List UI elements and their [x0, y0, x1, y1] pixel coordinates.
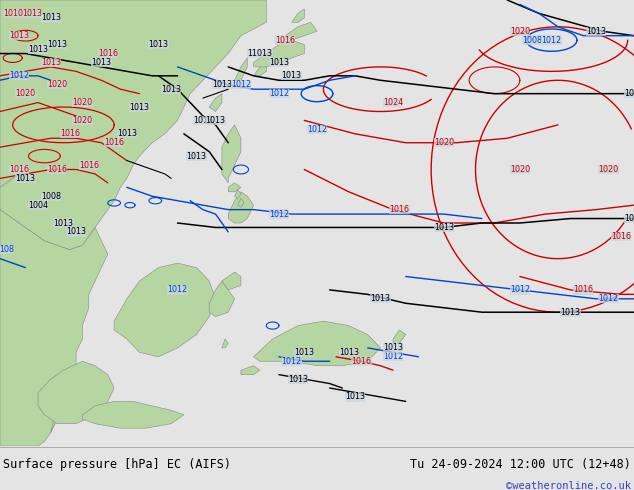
Text: 1013: 1013 [205, 116, 226, 125]
Text: 1013: 1013 [624, 214, 634, 223]
Text: 1016: 1016 [275, 36, 295, 45]
Text: 1013: 1013 [53, 219, 74, 227]
Text: 1016: 1016 [104, 138, 124, 147]
Polygon shape [222, 125, 241, 183]
Text: 1012: 1012 [383, 352, 403, 361]
Text: 1013: 1013 [624, 89, 634, 98]
Polygon shape [228, 183, 241, 192]
Text: 1012: 1012 [598, 294, 619, 303]
Polygon shape [38, 361, 114, 424]
Text: 1013: 1013 [383, 343, 403, 352]
Polygon shape [51, 379, 70, 433]
Text: 1016: 1016 [98, 49, 118, 58]
Text: 1013: 1013 [161, 85, 181, 94]
Text: 1016: 1016 [573, 285, 593, 294]
Polygon shape [238, 198, 244, 207]
Text: 1013: 1013 [370, 294, 391, 303]
Text: 1013: 1013 [41, 58, 61, 67]
Text: 1024: 1024 [383, 98, 403, 107]
Text: 108: 108 [0, 245, 14, 254]
Text: 1013: 1013 [193, 116, 213, 125]
Text: 1020: 1020 [47, 80, 67, 89]
Polygon shape [235, 58, 247, 80]
Text: 1020: 1020 [510, 165, 530, 174]
Text: 1020: 1020 [72, 116, 93, 125]
Text: 11013: 11013 [247, 49, 273, 58]
Polygon shape [209, 94, 222, 112]
Text: 1012: 1012 [269, 210, 289, 219]
Text: 1013: 1013 [212, 80, 232, 89]
Text: 1013: 1013 [294, 348, 314, 357]
Polygon shape [285, 23, 317, 40]
Text: 1013: 1013 [434, 223, 454, 232]
Text: 1013: 1013 [9, 31, 29, 40]
Text: 1013: 1013 [47, 40, 67, 49]
Text: 1012: 1012 [281, 357, 302, 366]
Text: 1012: 1012 [541, 36, 562, 45]
Text: 1013: 1013 [288, 374, 308, 384]
Text: 1016: 1016 [611, 232, 631, 241]
Text: 1013: 1013 [345, 392, 365, 401]
Polygon shape [82, 401, 184, 428]
Text: Tu 24-09-2024 12:00 UTC (12+48): Tu 24-09-2024 12:00 UTC (12+48) [410, 458, 631, 471]
Polygon shape [0, 210, 108, 446]
Text: 1020: 1020 [72, 98, 93, 107]
Text: 1012: 1012 [269, 89, 289, 98]
Text: 1013: 1013 [41, 13, 61, 23]
Text: 1013: 1013 [22, 9, 42, 18]
Text: 1016: 1016 [389, 205, 410, 214]
Text: Surface pressure [hPa] EC (AIFS): Surface pressure [hPa] EC (AIFS) [3, 458, 231, 471]
Text: 1013: 1013 [91, 58, 112, 67]
Polygon shape [235, 190, 241, 198]
Text: 1013: 1013 [15, 174, 36, 183]
Polygon shape [222, 272, 241, 290]
Polygon shape [228, 192, 254, 223]
Text: 1004: 1004 [28, 201, 48, 210]
Polygon shape [222, 339, 228, 348]
Polygon shape [241, 366, 260, 375]
Polygon shape [292, 9, 304, 23]
Text: 1012: 1012 [9, 72, 29, 80]
Text: 1013: 1013 [66, 227, 86, 236]
Text: 1013: 1013 [586, 27, 606, 36]
Text: 1016: 1016 [351, 357, 372, 366]
Polygon shape [209, 281, 235, 317]
Text: 1012: 1012 [231, 80, 251, 89]
Text: 1016: 1016 [9, 165, 29, 174]
Polygon shape [0, 0, 266, 250]
Text: 1020: 1020 [434, 138, 454, 147]
Polygon shape [393, 330, 406, 343]
Polygon shape [114, 263, 216, 357]
Text: 1020: 1020 [598, 165, 619, 174]
Polygon shape [254, 40, 304, 67]
Text: 1010: 1010 [3, 9, 23, 18]
Text: 1020: 1020 [510, 27, 530, 36]
Polygon shape [254, 321, 380, 366]
Text: 1020: 1020 [15, 89, 36, 98]
Text: 1013: 1013 [269, 58, 289, 67]
Text: 1016: 1016 [79, 161, 99, 170]
Text: 1013: 1013 [117, 129, 137, 138]
Text: ©weatheronline.co.uk: ©weatheronline.co.uk [506, 481, 631, 490]
Text: 1008: 1008 [522, 36, 543, 45]
Text: 1012: 1012 [307, 125, 327, 134]
Text: 1013: 1013 [339, 348, 359, 357]
Text: 1016: 1016 [60, 129, 80, 138]
Polygon shape [254, 62, 266, 76]
Text: 1013: 1013 [186, 151, 207, 161]
Text: 1013: 1013 [560, 308, 581, 317]
Text: 1013: 1013 [28, 45, 48, 53]
Text: 1012: 1012 [510, 285, 530, 294]
Text: 1008: 1008 [41, 192, 61, 201]
Text: 1013: 1013 [148, 40, 169, 49]
Text: 1016: 1016 [47, 165, 67, 174]
Text: 1013: 1013 [281, 72, 302, 80]
Text: 1013: 1013 [129, 102, 150, 112]
Text: 1012: 1012 [167, 285, 188, 294]
